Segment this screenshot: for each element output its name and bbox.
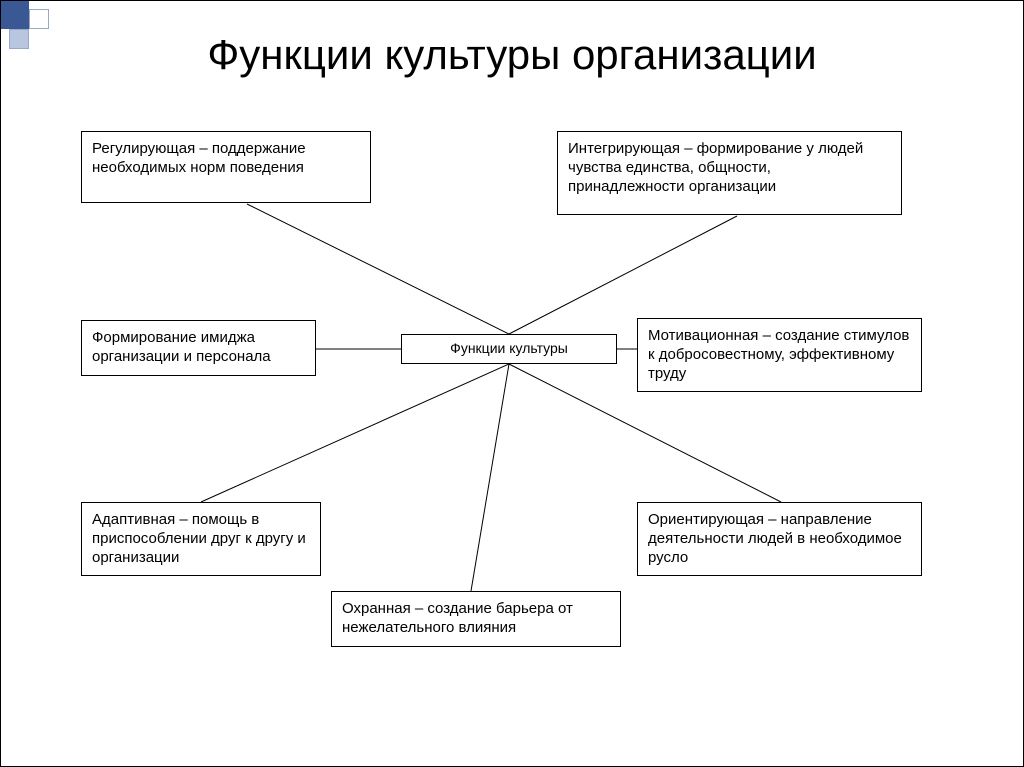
node-adaptive: Адаптивная – помощь в приспособлении дру… [81,502,321,576]
connector-line [509,216,737,334]
center-node: Функции культуры [401,334,617,364]
decor-square [1,1,29,29]
node-motivational: Мотивационная – создание стимулов к добр… [637,318,922,392]
page-title: Функции культуры организации [1,31,1023,79]
node-orienting: Ориентирующая – направление деятельности… [637,502,922,576]
connector-line [201,364,509,502]
slide: Функции культуры организации Функции кул… [0,0,1024,767]
node-image: Формирование имиджа организации и персон… [81,320,316,376]
node-protective: Охранная – создание барьера от нежелател… [331,591,621,647]
node-integrating: Интегрирующая – формирование у людей чув… [557,131,902,215]
decor-square [29,9,49,29]
connector-line [471,364,509,591]
node-regulating: Регулирующая – поддержание необходимых н… [81,131,371,203]
connector-line [247,204,509,334]
